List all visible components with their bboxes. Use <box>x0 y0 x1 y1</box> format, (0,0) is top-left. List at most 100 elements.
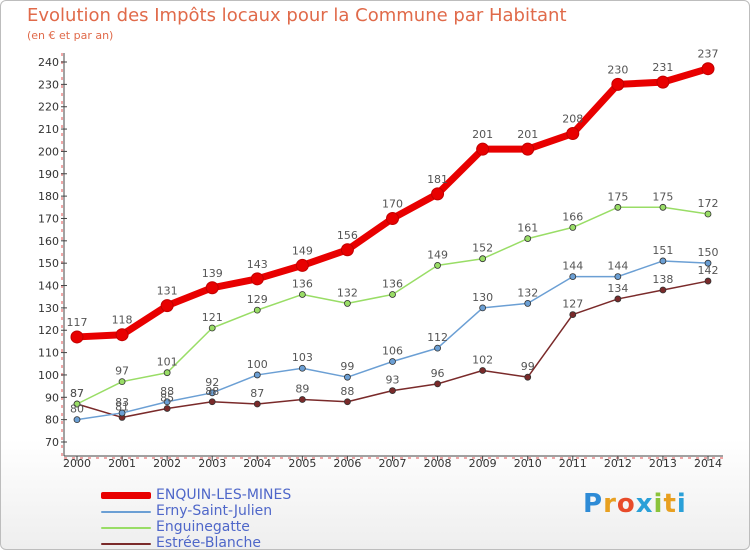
data-point <box>524 373 532 381</box>
data-label: 87 <box>70 387 84 400</box>
data-label: 136 <box>382 277 403 290</box>
data-point <box>479 367 487 374</box>
legend-swatch <box>101 492 151 499</box>
data-label: 97 <box>115 365 129 378</box>
data-point <box>659 257 667 265</box>
data-label: 112 <box>427 331 448 344</box>
data-label: 87 <box>70 387 84 400</box>
data-label: 99 <box>340 360 354 373</box>
data-point <box>389 358 396 365</box>
data-label: 152 <box>472 242 493 255</box>
data-point <box>614 295 622 303</box>
data-label: 102 <box>472 353 493 366</box>
data-point <box>479 304 487 312</box>
y-tick-label: 150 <box>38 257 59 270</box>
data-label: 201 <box>517 128 538 141</box>
legend-item-erny: Erny-Saint-Julien <box>101 503 361 519</box>
data-point <box>208 398 216 406</box>
data-label: 129 <box>247 293 268 306</box>
data-point <box>253 306 261 314</box>
logo-letter: t <box>663 489 677 519</box>
y-tick-label: 210 <box>38 123 59 136</box>
x-tick-label: 2000 <box>63 457 91 470</box>
x-tick-label: 2007 <box>379 457 407 470</box>
data-label: 161 <box>517 222 538 235</box>
legend-label: ENQUIN-LES-MINES <box>156 487 292 503</box>
data-label: 150 <box>698 246 719 259</box>
chart-axes <box>61 53 723 459</box>
data-label: 172 <box>698 197 719 210</box>
logo-letter: P <box>583 489 604 519</box>
x-tick-label: 2004 <box>243 457 271 470</box>
data-point <box>479 255 487 263</box>
data-label: 131 <box>157 285 178 298</box>
y-tick-label: 70 <box>45 436 59 449</box>
data-label: 117 <box>67 316 88 329</box>
data-point <box>434 262 441 269</box>
x-tick-label: 2010 <box>514 457 542 470</box>
data-label: 181 <box>427 173 448 186</box>
data-point <box>208 389 216 397</box>
data-label: 134 <box>607 282 628 295</box>
data-label: 132 <box>517 286 538 299</box>
data-label: 132 <box>337 286 358 299</box>
data-point <box>118 409 126 417</box>
data-point <box>614 273 622 280</box>
data-point <box>70 330 84 344</box>
data-point <box>569 311 577 318</box>
logo-letter: r <box>603 489 617 519</box>
legend-item-estree: Estrée-Blanche <box>101 535 361 549</box>
data-point <box>434 380 441 388</box>
data-label: 149 <box>427 248 448 261</box>
y-axis-ticks: 70 80 90 100 110 120 130 140 150 160 170 180 190 200 2… <box>38 56 67 449</box>
data-label: 149 <box>292 244 313 257</box>
data-label: 208 <box>562 113 583 126</box>
data-point <box>614 203 622 211</box>
data-point <box>611 77 625 91</box>
y-tick-label: 200 <box>38 145 59 158</box>
data-point <box>656 75 670 89</box>
data-label: 144 <box>562 260 583 273</box>
data-point <box>253 371 261 379</box>
series-0 <box>70 62 715 344</box>
legend-label: Erny-Saint-Julien <box>156 503 273 519</box>
data-label: 80 <box>70 403 84 416</box>
series-1 <box>73 257 712 424</box>
data-label: 103 <box>292 351 313 364</box>
data-label: 170 <box>382 197 403 210</box>
data-label: 92 <box>205 376 219 389</box>
series-layer <box>70 62 715 424</box>
y-tick-label: 140 <box>38 280 59 293</box>
y-tick-label: 190 <box>38 168 59 181</box>
data-label: 156 <box>337 229 358 242</box>
legend-swatch <box>101 543 151 545</box>
x-tick-label: 2013 <box>649 457 677 470</box>
data-label: 101 <box>157 356 178 369</box>
data-label: 81 <box>115 400 129 413</box>
logo-letter: o <box>616 489 636 519</box>
data-point <box>476 142 490 156</box>
y-tick-label: 80 <box>45 414 59 427</box>
data-point <box>704 277 712 285</box>
legend-swatch <box>101 511 151 513</box>
x-tick-label: 2001 <box>108 457 136 470</box>
data-point <box>298 291 306 298</box>
data-point <box>344 300 351 307</box>
data-point <box>566 127 580 141</box>
data-label: 83 <box>115 396 129 409</box>
data-point <box>521 142 535 156</box>
data-point <box>163 405 171 412</box>
x-tick-label: 2005 <box>288 457 316 470</box>
data-point <box>524 300 532 307</box>
data-label: 139 <box>202 267 223 280</box>
data-point <box>659 286 667 294</box>
data-point <box>118 378 126 386</box>
data-label: 93 <box>386 374 400 387</box>
data-label: 87 <box>250 387 264 400</box>
data-label: 88 <box>160 385 174 398</box>
data-point <box>208 324 216 332</box>
data-label: 127 <box>562 298 583 311</box>
